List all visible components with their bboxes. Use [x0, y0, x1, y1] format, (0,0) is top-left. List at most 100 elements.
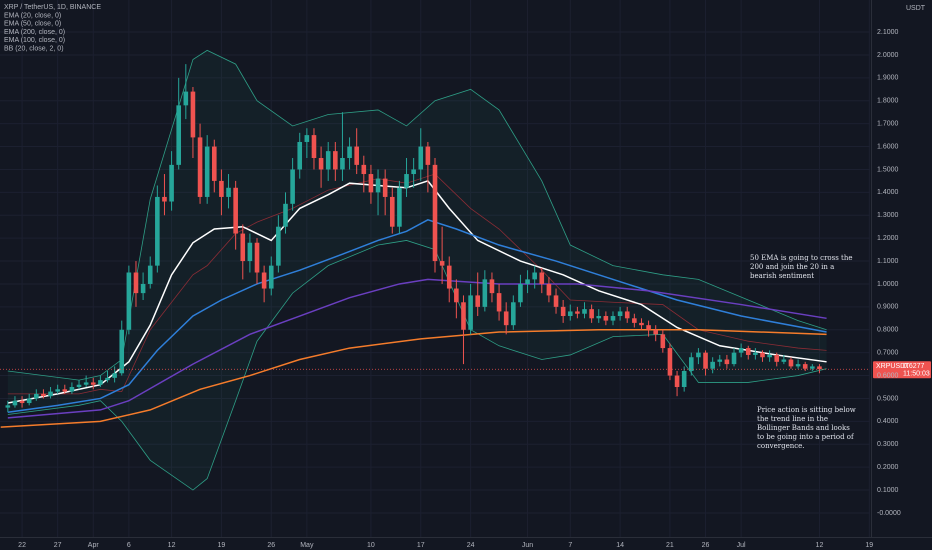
- candle-body: [610, 316, 616, 321]
- bb-upper: [7, 49, 827, 381]
- candle-body: [247, 242, 253, 262]
- candle-body: [98, 380, 103, 385]
- candle-body: [525, 279, 530, 284]
- candle-body: [411, 169, 416, 175]
- x-tick-label: 26: [702, 542, 710, 549]
- candle-body: [454, 288, 459, 303]
- candle-body: [119, 329, 125, 374]
- ema-line: [7, 219, 827, 413]
- annotation-line: Price action is sitting below: [757, 406, 856, 414]
- candle-body: [760, 352, 765, 358]
- y-tick-label: -0.0000: [877, 510, 901, 517]
- x-tick-label: May: [300, 542, 314, 549]
- ema-line: [7, 278, 827, 419]
- candle-body: [169, 164, 174, 202]
- x-tick-label: 21: [666, 542, 674, 549]
- candle-body: [482, 279, 488, 307]
- candle-body: [817, 366, 822, 370]
- candle-body: [126, 272, 132, 330]
- candle-body: [439, 261, 445, 266]
- candle-body: [461, 302, 466, 330]
- candle-body: [582, 309, 587, 314]
- candle-body: [503, 311, 509, 326]
- x-tick-label: 19: [218, 542, 226, 549]
- candle-body: [276, 226, 281, 266]
- x-tick-label: 6: [127, 542, 131, 549]
- legend-entry: EMA (20, close, 0): [4, 12, 61, 19]
- candle-body: [318, 158, 324, 170]
- candle-body: [689, 357, 694, 371]
- candle-body: [83, 382, 89, 385]
- candle-body: [532, 272, 537, 280]
- candle-body: [446, 265, 452, 289]
- candle-body: [283, 203, 288, 227]
- candle-body: [724, 359, 730, 365]
- candle-body: [261, 272, 267, 289]
- candle-body: [425, 146, 431, 165]
- candle-body: [795, 364, 801, 367]
- candle-body: [268, 265, 274, 289]
- candle-body: [19, 400, 25, 404]
- x-tick-label: 12: [168, 542, 176, 549]
- candle-body: [468, 295, 473, 330]
- candle-body: [233, 187, 238, 234]
- x-tick-label: 7: [568, 542, 572, 549]
- candle-body: [347, 146, 352, 159]
- candle-body: [26, 398, 32, 404]
- price-tag-bg: [873, 361, 931, 379]
- candle-body: [41, 393, 46, 397]
- y-tick-label: 0.3000: [877, 441, 899, 448]
- candle-body: [354, 146, 359, 165]
- y-tick-label: 1.0000: [877, 281, 899, 288]
- candle-body: [653, 329, 659, 335]
- y-tick-label: 0.9000: [877, 304, 899, 311]
- currency-label: USDT: [906, 5, 926, 12]
- candle-body: [90, 382, 96, 385]
- candle-body: [204, 146, 210, 197]
- candle-body: [404, 174, 409, 188]
- candle-body: [546, 283, 552, 296]
- candle-body: [155, 196, 160, 266]
- candle-body: [496, 293, 502, 312]
- candle-body: [646, 325, 651, 330]
- candle-body: [147, 265, 153, 284]
- candle-body: [475, 295, 481, 307]
- x-tick-label: 19: [865, 542, 873, 549]
- candle-body: [190, 91, 196, 138]
- candle-body: [738, 348, 744, 353]
- bb-basis: [7, 173, 827, 395]
- candle-body: [432, 164, 438, 262]
- y-tick-label: 1.1000: [877, 258, 899, 265]
- annotation-line: Bollinger Bands and looks: [757, 424, 850, 432]
- y-tick-label: 0.2000: [877, 464, 899, 471]
- candle-body: [802, 364, 808, 369]
- candle-body: [788, 359, 794, 367]
- candle-body: [575, 311, 580, 314]
- y-tick-label: 2.1000: [877, 29, 899, 36]
- legend-entry: EMA (50, close, 0): [4, 21, 61, 28]
- y-tick-label: 0.4000: [877, 418, 899, 425]
- candle-body: [105, 377, 110, 381]
- y-tick-label: 0.1000: [877, 487, 899, 494]
- candle-body: [810, 366, 815, 369]
- candle-body: [603, 316, 609, 321]
- candle-body: [361, 164, 367, 175]
- candle-body: [69, 387, 75, 392]
- candle-body: [681, 370, 687, 388]
- y-tick-label: 0.5000: [877, 395, 899, 402]
- candle-body: [297, 141, 303, 170]
- candle-body: [311, 135, 317, 159]
- candle-body: [55, 389, 60, 392]
- countdown: 11:50:03: [903, 371, 930, 378]
- y-tick-label: 1.2000: [877, 235, 899, 242]
- candle-body: [511, 302, 516, 326]
- y-tick-label: 1.5000: [877, 166, 899, 173]
- candle-body: [639, 322, 644, 326]
- candle-body: [340, 158, 345, 170]
- x-tick-label: Apr: [88, 542, 100, 549]
- candle-body: [418, 146, 424, 170]
- candle-body: [624, 311, 630, 319]
- candle-body: [183, 91, 189, 106]
